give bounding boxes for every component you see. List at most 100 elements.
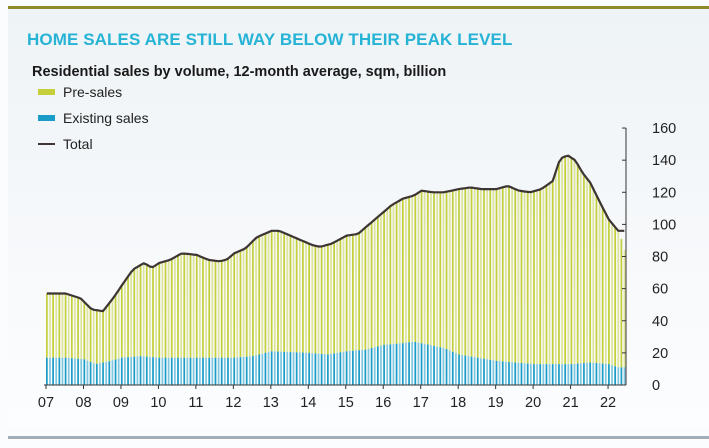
bar-pre-sales	[517, 190, 520, 363]
bar-pre-sales	[389, 206, 392, 345]
bar-pre-sales	[105, 307, 108, 362]
bar-existing-sales	[579, 363, 582, 385]
bar-existing-sales	[202, 357, 204, 385]
bar-existing-sales	[236, 357, 239, 385]
bar-existing-sales	[49, 357, 51, 385]
x-tick-label: 20	[525, 395, 541, 411]
bar-pre-sales	[473, 188, 476, 358]
bar-existing-sales	[392, 344, 395, 385]
bar-existing-sales	[611, 365, 613, 385]
bar-pre-sales	[49, 293, 51, 358]
bar-existing-sales	[589, 362, 592, 385]
bar-pre-sales	[523, 191, 526, 364]
bar-pre-sales	[564, 156, 567, 365]
bar-pre-sales	[614, 227, 617, 367]
bar-pre-sales	[405, 197, 407, 343]
bar-pre-sales	[242, 249, 245, 357]
bar-pre-sales	[392, 204, 395, 345]
chart-subtitle: Residential sales by volume, 12-month av…	[32, 64, 447, 80]
bar-pre-sales	[417, 192, 420, 343]
bar-existing-sales	[417, 342, 420, 385]
bar-pre-sales	[252, 241, 254, 357]
bar-existing-sales	[211, 357, 214, 385]
bar-pre-sales	[195, 254, 198, 358]
bar-pre-sales	[239, 250, 242, 358]
bar-existing-sales	[180, 357, 182, 385]
bar-pre-sales	[342, 237, 345, 352]
bar-existing-sales	[108, 361, 111, 385]
bar-pre-sales	[255, 237, 257, 356]
bar-pre-sales	[186, 253, 189, 358]
bar-existing-sales	[289, 352, 292, 385]
y-tick-label: 160	[652, 121, 676, 137]
bar-pre-sales	[127, 276, 129, 358]
bar-existing-sales	[164, 357, 167, 385]
bar-pre-sales	[373, 219, 376, 348]
bar-existing-sales	[373, 347, 376, 385]
bar-pre-sales	[536, 190, 538, 365]
bar-pre-sales	[448, 191, 451, 351]
bar-existing-sales	[545, 364, 548, 385]
bar-existing-sales	[70, 358, 73, 385]
bar-existing-sales	[314, 353, 317, 385]
bar-pre-sales	[177, 255, 179, 358]
bar-existing-sales	[255, 355, 257, 385]
y-tick-label: 40	[652, 314, 668, 330]
bar-existing-sales	[199, 357, 201, 385]
bar-pre-sales	[376, 216, 379, 347]
bar-existing-sales	[183, 357, 186, 385]
bar-pre-sales	[295, 238, 298, 353]
bar-pre-sales	[345, 235, 348, 352]
bar-existing-sales	[339, 352, 342, 385]
bar-pre-sales	[570, 157, 573, 365]
bar-existing-sales	[592, 362, 595, 385]
bar-existing-sales	[448, 350, 451, 385]
bar-pre-sales	[492, 189, 495, 361]
bar-pre-sales	[161, 262, 164, 358]
x-tick-label: 13	[263, 395, 279, 411]
bar-existing-sales	[352, 350, 354, 385]
bar-pre-sales	[445, 191, 448, 350]
x-tick-label: 14	[300, 395, 316, 411]
bar-pre-sales	[611, 223, 613, 366]
bar-pre-sales	[408, 196, 410, 343]
x-tick-label: 16	[375, 395, 391, 411]
bar-pre-sales	[595, 195, 598, 364]
bar-pre-sales	[355, 234, 357, 351]
bar-existing-sales	[277, 351, 279, 385]
bar-pre-sales	[401, 198, 404, 344]
bar-existing-sales	[242, 356, 245, 385]
bar-pre-sales	[486, 189, 488, 360]
bar-pre-sales	[339, 238, 342, 353]
legend-swatch-existing-sales	[38, 115, 55, 121]
bar-existing-sales	[601, 363, 604, 385]
bar-pre-sales	[592, 188, 595, 363]
y-tick-label: 140	[652, 153, 676, 169]
bar-pre-sales	[361, 230, 364, 350]
bar-existing-sales	[95, 363, 98, 385]
bar-pre-sales	[111, 299, 114, 361]
bar-pre-sales	[330, 243, 332, 354]
bar-existing-sales	[323, 354, 326, 385]
bar-existing-sales	[355, 350, 357, 385]
bar-existing-sales	[114, 359, 117, 385]
bar-existing-sales	[273, 351, 276, 385]
bar-existing-sales	[533, 364, 535, 385]
bar-pre-sales	[539, 189, 542, 365]
bar-pre-sales	[136, 266, 139, 357]
bar-existing-sales	[252, 356, 254, 385]
bar-pre-sales	[158, 262, 161, 358]
bar-pre-sales	[314, 245, 317, 354]
bar-pre-sales	[317, 246, 320, 354]
bar-pre-sales	[495, 189, 498, 361]
bar-existing-sales	[320, 353, 323, 385]
total-line	[46, 154, 625, 313]
bar-existing-sales	[461, 355, 464, 385]
bar-existing-sales	[149, 356, 151, 385]
bar-pre-sales	[227, 258, 229, 358]
bar-existing-sales	[383, 344, 385, 385]
bar-existing-sales	[158, 357, 161, 385]
bar-existing-sales	[189, 357, 192, 385]
bar-pre-sales	[192, 254, 195, 358]
bar-existing-sales	[498, 361, 501, 385]
